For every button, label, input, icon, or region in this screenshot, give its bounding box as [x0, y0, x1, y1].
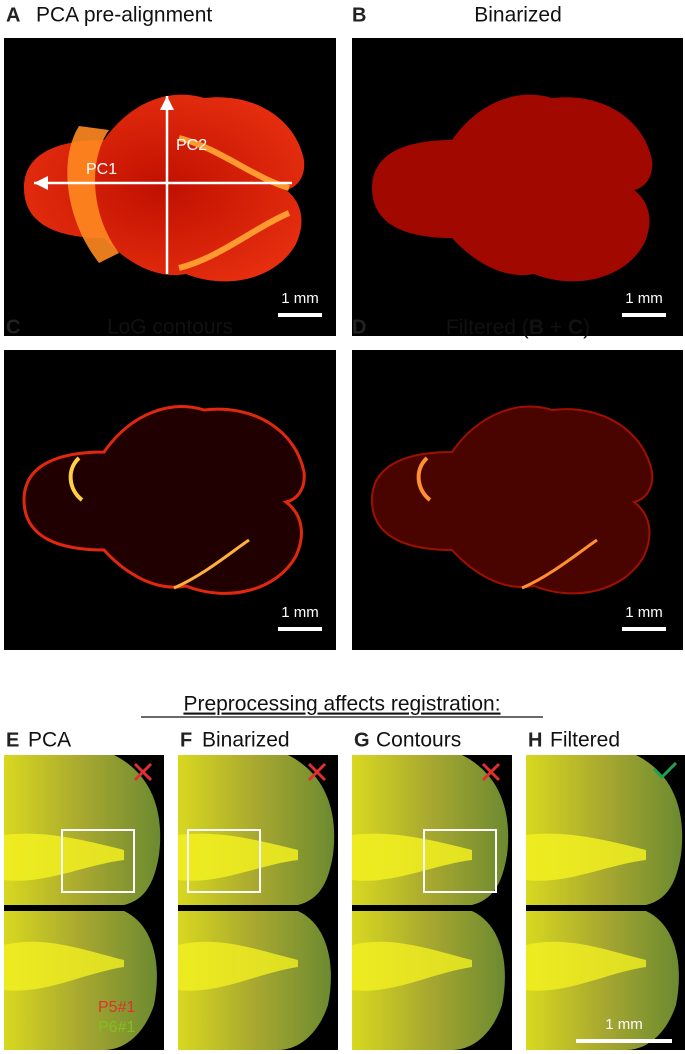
title-part: Filtered ( [446, 316, 529, 339]
panel-image: 1 mm [352, 350, 683, 650]
section-title: Preprocessing affects registration: [183, 693, 500, 716]
title-part: ) [583, 316, 590, 339]
brain-structure [416, 456, 432, 502]
scale-label: 1 mm [281, 604, 319, 621]
pc2-label: PC2 [176, 137, 207, 154]
cross-mark [133, 762, 153, 782]
scale-label: 1 mm [625, 604, 663, 621]
panel-title: PCA [28, 729, 71, 752]
highlight-box [423, 829, 497, 893]
panel-letter: F [180, 729, 192, 751]
highlight-box [187, 829, 261, 893]
panel-image [178, 755, 338, 1050]
panel-letter: E [6, 729, 19, 751]
panel-image: 1 mm [352, 38, 683, 336]
panel-letter: A [6, 4, 20, 26]
panel-letter: H [528, 729, 542, 751]
yellow-band [4, 833, 124, 881]
check-mark [652, 761, 678, 780]
yellow-band [178, 833, 298, 881]
panel-image: 1 mm [526, 755, 685, 1050]
panel-image: PC1 PC2 1 mm [4, 38, 336, 336]
brain-structure [67, 126, 119, 263]
panel-title: Filtered [550, 729, 620, 752]
panel-image [352, 755, 512, 1050]
panel-title: Contours [376, 729, 461, 752]
scale-bar [622, 313, 666, 317]
panel-image [4, 755, 164, 1050]
yellow-band [526, 833, 646, 881]
yellow-band [178, 941, 298, 991]
cross-mark [307, 762, 327, 782]
highlight-box [61, 829, 135, 893]
brain-structure [178, 210, 291, 271]
panel-title: Binarized [202, 729, 290, 752]
panel-title: Binarized [474, 4, 562, 27]
panel-title: Filtered (B + C) [446, 316, 590, 339]
tissue-upper [526, 755, 683, 905]
yellow-band [4, 941, 124, 991]
brain-structure [68, 456, 84, 502]
title-part: C [568, 316, 583, 339]
pc1-label: PC1 [86, 161, 117, 178]
panel-letter: C [6, 316, 20, 338]
scale-bar [278, 627, 322, 631]
legend-label: P6#1 [98, 1019, 135, 1036]
scale-label: 1 mm [625, 290, 663, 307]
yellow-band [526, 941, 646, 991]
legend-label: P5#1 [98, 999, 135, 1016]
scale-label: 1 mm [281, 290, 319, 307]
title-part: + [544, 316, 568, 339]
panel-title: LoG contours [107, 316, 233, 339]
arrow-head [34, 176, 48, 190]
scale-bar [278, 313, 322, 317]
scale-bar [622, 627, 666, 631]
scale-label: 1 mm [605, 1016, 643, 1033]
panel-title: PCA pre-alignment [36, 4, 212, 27]
yellow-band [352, 833, 472, 881]
brain-structure [521, 538, 598, 590]
brain-structure [173, 538, 250, 590]
panel-letter: G [354, 729, 370, 751]
yellow-band [352, 941, 472, 991]
scale-bar [576, 1039, 672, 1043]
panel-image: 1 mm [4, 350, 336, 650]
panel-letter: D [352, 316, 366, 338]
title-part: B [529, 316, 544, 339]
registration-row: E PCA F Binarized G Contours H Filtered 1 mm P5#1… [4, 729, 685, 1050]
cross-mark [481, 762, 501, 782]
arrow-head [160, 96, 174, 110]
panel-letter: B [352, 4, 366, 26]
